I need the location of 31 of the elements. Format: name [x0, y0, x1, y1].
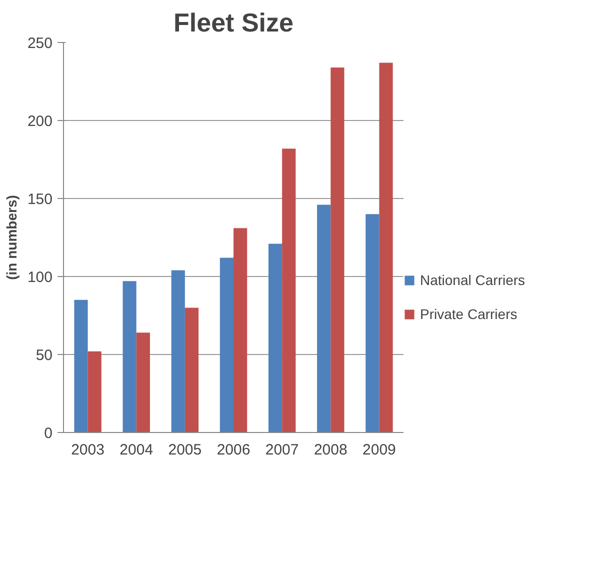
bar: [379, 62, 393, 432]
bar: [282, 148, 296, 432]
legend-label: Private Carriers: [420, 306, 518, 322]
bar: [122, 281, 136, 432]
x-tick-label: 2004: [120, 442, 154, 458]
y-tick-label: 50: [36, 347, 53, 364]
y-tick-label: 150: [27, 191, 53, 208]
bar: [74, 300, 88, 432]
bar: [88, 351, 102, 432]
bar: [184, 308, 199, 432]
bar: [220, 258, 234, 432]
y-tick-label: 250: [27, 35, 53, 52]
x-tick-label: 2007: [265, 442, 299, 458]
legend-label: National Carriers: [420, 272, 526, 288]
bar: [136, 332, 150, 432]
bar: [330, 67, 344, 432]
bar: [234, 228, 248, 432]
x-tick-label: 2009: [362, 442, 396, 458]
x-tick-label: 2003: [71, 442, 104, 458]
y-axis-title: (in numbers): [3, 195, 20, 280]
x-tick-label: 2006: [216, 442, 250, 458]
x-tick-label: 2008: [314, 442, 348, 458]
bar: [366, 214, 380, 432]
x-tick-label: 2005: [168, 442, 202, 458]
chart-title: Fleet Size: [174, 8, 294, 38]
y-tick-label: 200: [27, 113, 53, 130]
bar: [317, 204, 331, 432]
y-tick-label: 100: [27, 269, 53, 286]
y-tick-label: 0: [44, 425, 52, 442]
bar: [171, 270, 185, 432]
bar: [268, 244, 282, 432]
